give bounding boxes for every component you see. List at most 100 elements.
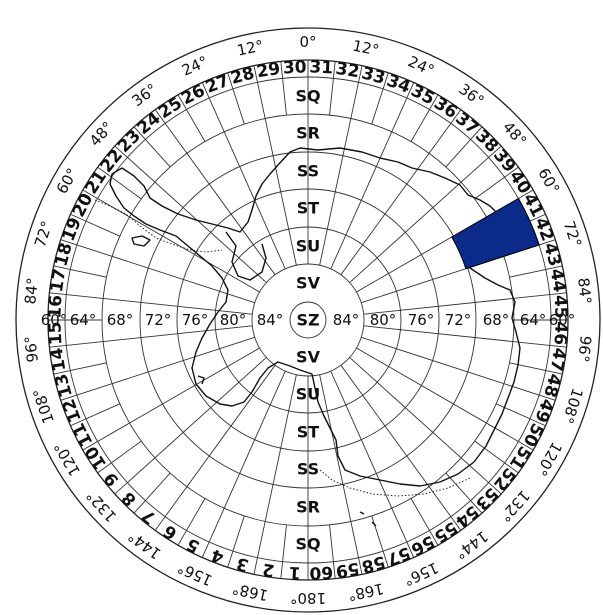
meridian-44 xyxy=(49,325,253,348)
meridian-21 xyxy=(474,440,519,474)
band-label-upper-SQ: SQ xyxy=(295,87,320,106)
zone-label-30: 30 xyxy=(282,57,307,78)
longitude-label: 132° xyxy=(83,487,121,526)
zone-label-46: 46 xyxy=(550,321,571,346)
meridian-26 xyxy=(330,370,415,558)
meridian-41 xyxy=(70,403,120,427)
antarctica-coastline xyxy=(94,147,521,527)
latitude-label-left: 80° xyxy=(220,311,247,329)
longitude-label: 12° xyxy=(235,37,265,60)
zone-label-32: 32 xyxy=(334,59,361,82)
latitude-label-right: 80° xyxy=(370,311,397,329)
zone-label-9: 9 xyxy=(100,468,123,490)
meridian-2 xyxy=(319,65,363,266)
meridian-36 xyxy=(154,365,276,531)
meridian-13 xyxy=(509,265,563,278)
band-label-upper-SR: SR xyxy=(296,124,320,143)
zone-label-18: 18 xyxy=(51,241,76,269)
band-label-lower-SU: SU xyxy=(296,385,321,404)
zone-label-31: 31 xyxy=(309,57,334,78)
latitude-label-right: 76° xyxy=(408,311,435,329)
zone-label-11: 11 xyxy=(69,420,98,450)
meridian-14 xyxy=(363,292,567,315)
peninsula-coast xyxy=(225,231,267,281)
longitude-label: 12° xyxy=(351,37,381,60)
island-3 xyxy=(359,511,365,515)
meridian-52 xyxy=(114,145,267,283)
latitude-label-left: 68° xyxy=(107,311,134,329)
latitude-label-right: 68° xyxy=(483,311,510,329)
meridian-24 xyxy=(340,365,462,531)
band-label-lower-SQ: SQ xyxy=(295,535,320,554)
band-label-lower-SR: SR xyxy=(296,498,320,517)
zone-label-59: 59 xyxy=(334,558,361,581)
ice-shelf-edge xyxy=(94,199,223,253)
latitude-label-left: 76° xyxy=(182,311,209,329)
zone-label-26: 26 xyxy=(178,81,208,110)
zone-label-3: 3 xyxy=(234,553,251,575)
longitude-label: 24° xyxy=(179,52,211,79)
coastline-east xyxy=(277,147,521,487)
meridian-56 xyxy=(201,82,286,270)
meridian-32 xyxy=(253,374,297,575)
meridian-38 xyxy=(114,357,267,495)
band-label-upper-ST: ST xyxy=(297,199,320,218)
band-label-upper-SV: SV xyxy=(296,274,321,293)
latitude-label-left: 72° xyxy=(145,311,172,329)
zone-label-4: 4 xyxy=(208,544,226,567)
longitude-label: 72° xyxy=(560,219,585,250)
meridian-51 xyxy=(97,166,142,200)
zone-label-15: 15 xyxy=(45,321,66,346)
zone-label-29: 29 xyxy=(255,59,282,82)
meridian-37 xyxy=(133,472,171,514)
latitude-label-right: 72° xyxy=(445,311,472,329)
zone-label-33: 33 xyxy=(359,63,387,88)
latitude-label-right: 84° xyxy=(333,311,360,329)
zone-label-7: 7 xyxy=(138,505,160,528)
meridian-18 xyxy=(361,336,556,401)
longitude-label: 132° xyxy=(496,487,534,526)
zone-label-16: 16 xyxy=(45,294,66,319)
band-label-upper-SU: SU xyxy=(296,237,321,256)
latitude-label-left: 64° xyxy=(70,311,97,329)
zone-label-13: 13 xyxy=(51,371,76,399)
meridian-7 xyxy=(445,126,483,168)
meridian-29 xyxy=(329,524,336,579)
meridian-47 xyxy=(53,265,107,278)
meridian-34 xyxy=(201,370,286,558)
zone-label-56: 56 xyxy=(408,531,438,560)
meridian-57 xyxy=(227,72,245,125)
meridian-5 xyxy=(410,94,439,142)
longitude-label: 84° xyxy=(21,277,42,305)
meridian-23 xyxy=(445,472,483,514)
band-label-upper-SS: SS xyxy=(297,162,319,181)
meridian-43 xyxy=(53,362,107,375)
zone-label-44: 44 xyxy=(546,267,569,294)
meridian-33 xyxy=(227,515,245,568)
latitude-label-right: 60° xyxy=(549,311,576,329)
zone-label-17: 17 xyxy=(47,267,70,294)
zone-label-8: 8 xyxy=(118,487,141,510)
latitude-label-left: 84° xyxy=(257,311,284,329)
longitude-label: 168° xyxy=(231,579,270,604)
meridian-49 xyxy=(70,213,120,237)
meridian-35 xyxy=(177,498,206,546)
meridian-25 xyxy=(410,498,439,546)
meridian-31 xyxy=(280,524,287,579)
meridian-4 xyxy=(330,82,415,270)
zone-label-43: 43 xyxy=(539,241,564,269)
band-label-lower-SV: SV xyxy=(296,348,321,367)
longitude-label: 84° xyxy=(574,277,595,305)
longitude-label: 96° xyxy=(574,335,595,363)
island-2 xyxy=(197,375,205,385)
zone-label-5: 5 xyxy=(184,533,204,556)
zone-label-14: 14 xyxy=(47,346,70,373)
longitude-label: 168° xyxy=(346,579,385,604)
meridian-6 xyxy=(340,109,462,275)
meridian-53 xyxy=(133,126,171,168)
latitude-label-right: 64° xyxy=(520,311,547,329)
zone-label-45: 45 xyxy=(550,294,571,319)
coastline-west xyxy=(109,164,313,407)
zone-label-2: 2 xyxy=(261,559,276,581)
